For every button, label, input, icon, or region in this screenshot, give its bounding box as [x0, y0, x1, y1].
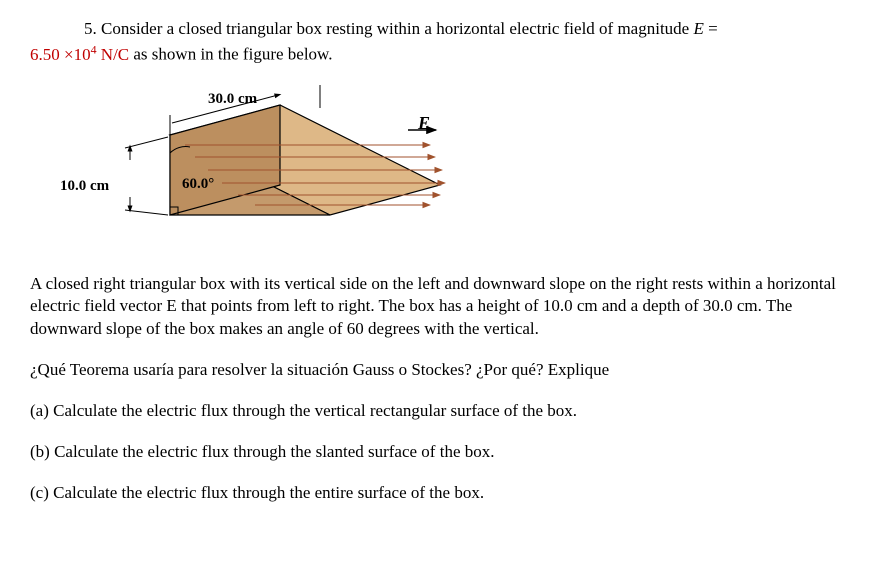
E-value: 6.50 ×104 N/C	[30, 45, 129, 64]
equals: =	[704, 19, 718, 38]
theorem-question: ¿Qué Teorema usaría para resolver la sit…	[30, 359, 840, 382]
part-c: (c) Calculate the electric flux through …	[30, 482, 840, 505]
part-b: (b) Calculate the electric flux through …	[30, 441, 840, 464]
E-vector: E	[408, 113, 436, 133]
height-label: 10.0 cm	[60, 178, 110, 194]
problem-number: 5.	[84, 19, 97, 38]
figure: E 30.0 cm 10.0 cm 60.0°	[30, 75, 450, 255]
E-symbol: E	[693, 19, 703, 38]
intro-text-2: as shown in the figure below.	[129, 45, 332, 64]
intro-text-1: Consider a closed triangular box resting…	[101, 19, 693, 38]
problem-intro: 5. Consider a closed triangular box rest…	[30, 18, 840, 67]
depth-label: 30.0 cm	[208, 91, 258, 107]
E-label: E	[417, 113, 430, 133]
height-dimension	[125, 137, 168, 215]
angle-label: 60.0°	[182, 176, 214, 192]
part-a: (a) Calculate the electric flux through …	[30, 400, 840, 423]
description-paragraph: A closed right triangular box with its v…	[30, 273, 840, 342]
